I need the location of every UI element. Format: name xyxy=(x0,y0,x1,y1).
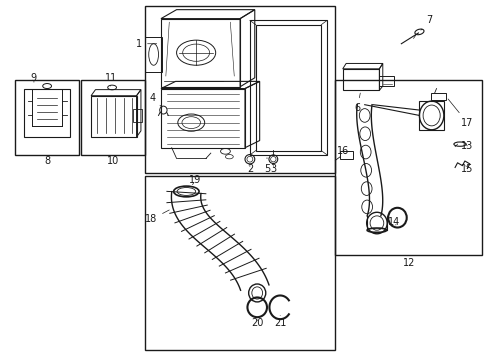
Text: 12: 12 xyxy=(402,255,415,268)
Text: 15: 15 xyxy=(461,164,473,174)
Text: 21: 21 xyxy=(274,316,286,328)
Text: 14: 14 xyxy=(388,217,400,227)
Text: 20: 20 xyxy=(251,319,264,328)
Text: 2: 2 xyxy=(247,164,253,174)
Text: 3: 3 xyxy=(270,164,276,174)
Bar xyxy=(81,80,145,155)
Bar xyxy=(15,80,79,155)
Text: 17: 17 xyxy=(448,99,473,128)
Text: 18: 18 xyxy=(145,210,169,224)
Text: 9: 9 xyxy=(31,73,37,83)
Text: 16: 16 xyxy=(337,146,349,156)
Text: 13: 13 xyxy=(461,141,473,151)
Text: 19: 19 xyxy=(189,175,201,185)
Text: 8: 8 xyxy=(44,156,50,166)
Bar xyxy=(335,80,482,255)
Text: 7: 7 xyxy=(421,15,433,30)
Text: 10: 10 xyxy=(107,156,119,166)
Bar xyxy=(145,176,335,350)
Text: 6: 6 xyxy=(354,93,361,113)
Text: 1: 1 xyxy=(136,39,157,49)
Text: 11: 11 xyxy=(104,73,117,86)
Text: 4: 4 xyxy=(149,93,162,107)
Bar xyxy=(145,6,335,173)
Text: 5: 5 xyxy=(264,158,270,174)
